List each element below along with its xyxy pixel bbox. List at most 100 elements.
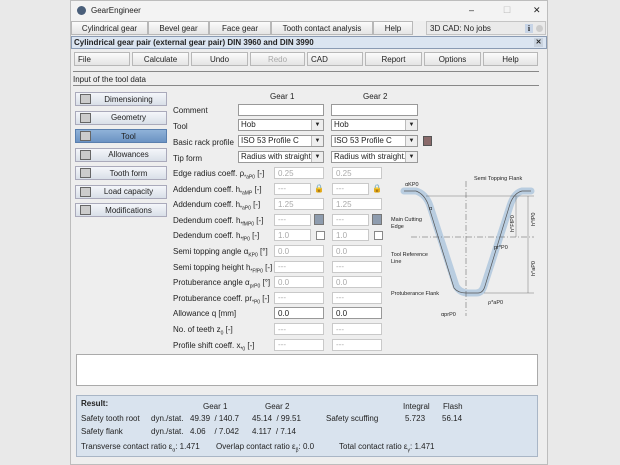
- field-g2-input[interactable]: [332, 245, 382, 257]
- label-text: Profile shift coeff. x: [173, 340, 241, 350]
- calculator-icon[interactable]: [372, 213, 382, 225]
- field-g2-input[interactable]: [332, 276, 382, 289]
- comment-gear2-input[interactable]: [331, 104, 418, 116]
- sidebar-item-geometry[interactable]: Geometry: [75, 110, 167, 125]
- field-g1-input[interactable]: [274, 291, 324, 304]
- tab-help[interactable]: Help: [373, 21, 413, 35]
- tab-bevel-gear[interactable]: Bevel gear: [148, 21, 209, 35]
- notes-textarea[interactable]: [76, 354, 538, 386]
- rack-label: Basic rack profile: [173, 138, 234, 147]
- field-g2-input[interactable]: [332, 338, 382, 351]
- sidebar-item-tool[interactable]: Tool: [75, 129, 167, 143]
- tooth-root-gear2: 45.14 / 99.51: [252, 414, 301, 423]
- checkbox[interactable]: [316, 231, 325, 241]
- result-gear2-header: Gear 2: [265, 402, 290, 411]
- gear2-header: Gear 2: [363, 92, 388, 101]
- cad-button[interactable]: CAD: [307, 52, 363, 66]
- flank-mode: dyn./stat.: [151, 427, 184, 436]
- scuffing-integral: 5.723: [405, 414, 426, 423]
- document-title-bar: Cylindrical gear pair (external gear pai…: [71, 36, 547, 49]
- tool-profile-diagram: αKP0 α Semi Topping Flank Main Cutting E…: [391, 176, 537, 318]
- options-button[interactable]: Options: [424, 52, 481, 66]
- calculator-icon[interactable]: [423, 136, 432, 146]
- lock-icon[interactable]: 🔒: [314, 183, 324, 193]
- minimize-button[interactable]: –: [469, 5, 475, 15]
- scuffing-label: Safety scuffing: [326, 414, 379, 423]
- field-label: No. of teeth z0 [-]: [173, 325, 233, 337]
- rack-gear1-select[interactable]: ISO 53 Profile C ▼: [238, 135, 324, 147]
- cad-status: 3D CAD: No jobs i: [426, 21, 546, 35]
- tab-tooth-contact-analysis[interactable]: Tooth contact analysis: [271, 21, 373, 35]
- field-g1-input[interactable]: [274, 338, 324, 351]
- field-g1-input[interactable]: [274, 229, 311, 242]
- label-text: Semi topping angle α: [173, 247, 249, 256]
- field-g1-input[interactable]: [274, 245, 324, 257]
- tool-gear1-select[interactable]: Hob ▼: [238, 119, 324, 131]
- sidebar-item-dimensioning[interactable]: Dimensioning: [75, 92, 167, 106]
- sidebar-item-tooth-form[interactable]: Tooth form: [75, 166, 167, 180]
- tab-face-gear[interactable]: Face gear: [209, 21, 271, 35]
- result-title: Result:: [81, 399, 109, 408]
- tip-gear1-select[interactable]: Radius with straight... ▼: [238, 151, 324, 163]
- field-g2-input[interactable]: [332, 182, 369, 195]
- field-g1-input[interactable]: [274, 182, 311, 195]
- sidebar-item-label: Dimensioning: [104, 94, 153, 104]
- protuberance-label: Protuberance Flank: [391, 291, 439, 297]
- sidebar-item-load-capacity[interactable]: Load capacity: [75, 184, 167, 199]
- field-g2-input[interactable]: [332, 229, 369, 242]
- report-button[interactable]: Report: [365, 52, 422, 66]
- calculator-icon[interactable]: [314, 213, 324, 225]
- label-unit: [-]: [252, 184, 262, 194]
- undo-button[interactable]: Undo: [191, 52, 248, 66]
- field-g2-input[interactable]: [332, 167, 382, 179]
- field-g1-input[interactable]: [274, 276, 324, 289]
- tip-gear2-select[interactable]: Radius with straight... ▼: [331, 151, 418, 163]
- label-unit: [-]: [262, 262, 273, 272]
- sidebar-item-allowances[interactable]: Allowances: [75, 147, 167, 162]
- field-g1-input[interactable]: [274, 307, 324, 320]
- label-unit: [-]: [223, 325, 233, 334]
- maximize-button[interactable]: ☐: [503, 5, 512, 15]
- field-g1-input[interactable]: [274, 167, 324, 179]
- tool-gear2-select[interactable]: Hob ▼: [331, 119, 418, 131]
- load-icon: [80, 186, 91, 197]
- sidebar-item-label: Load capacity: [103, 187, 154, 196]
- field-g1-input[interactable]: [274, 198, 324, 211]
- label-subscript: *0: [240, 346, 246, 353]
- file-button[interactable]: File: [74, 52, 130, 66]
- field-g1-input[interactable]: [274, 213, 311, 226]
- help-button[interactable]: Help: [483, 52, 538, 66]
- tooth-root-mode: dyn./stat.: [151, 414, 184, 423]
- field-g2-input[interactable]: [332, 307, 382, 320]
- label-subscript: prP0: [249, 283, 261, 290]
- field-label: Dedendum coeff. h*fP0 [-]: [173, 231, 259, 243]
- transverse-contact-ratio: Transverse contact ratio εα: 1.471: [81, 442, 200, 454]
- tab-cylindrical-gear[interactable]: Cylindrical gear: [71, 21, 148, 35]
- field-g2-input[interactable]: [332, 198, 382, 211]
- overlap-contact-ratio: Overlap contact ratio εβ: 0.0: [216, 442, 314, 454]
- field-g2-input[interactable]: [332, 323, 382, 335]
- selected-value: Radius with straight...: [241, 152, 318, 161]
- document-close-button[interactable]: ✕: [534, 38, 543, 47]
- integral-header: Integral: [403, 402, 430, 411]
- label-subscript: *fP0: [240, 236, 250, 243]
- field-label: Allowance q [mm]: [173, 309, 236, 321]
- close-button[interactable]: ✕: [533, 5, 541, 15]
- comment-gear1-input[interactable]: [238, 104, 324, 116]
- info-icon[interactable]: i: [525, 24, 533, 33]
- lock-icon[interactable]: 🔒: [372, 183, 382, 193]
- rack-gear2-select[interactable]: ISO 53 Profile C ▼: [331, 135, 418, 147]
- redo-button[interactable]: Redo: [250, 52, 305, 66]
- field-g2-input[interactable]: [332, 260, 382, 273]
- checkbox[interactable]: [374, 231, 383, 241]
- selected-value: Hob: [334, 120, 349, 129]
- selected-value: ISO 53 Profile C: [241, 136, 299, 145]
- field-g2-input[interactable]: [332, 291, 382, 304]
- field-g1-input[interactable]: [274, 323, 324, 335]
- flank-gear2: 4.117 / 7.14: [252, 427, 296, 436]
- field-g2-input[interactable]: [332, 213, 369, 226]
- field-g1-input[interactable]: [274, 260, 324, 273]
- sidebar-item-modifications[interactable]: Modifications: [75, 203, 167, 217]
- chevron-down-icon: ▼: [405, 152, 417, 162]
- calculate-button[interactable]: Calculate: [132, 52, 189, 66]
